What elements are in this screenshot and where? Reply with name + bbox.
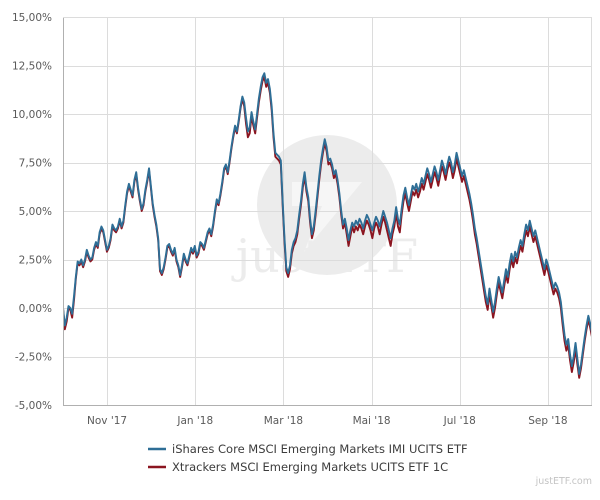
y-tick-label: 0,00%: [19, 303, 52, 315]
x-tick-label: Jan '18: [176, 415, 213, 427]
y-tick-label: 5,00%: [19, 206, 52, 218]
plot-frame: [63, 17, 592, 406]
chart-legend: iShares Core MSCI Emerging Markets IMI U…: [148, 442, 468, 474]
y-tick-label: -2,50%: [15, 352, 52, 364]
y-axis-tick-labels: 15,00% 12,50% 10,00% 7,50% 5,00% 2,50% 0,00% -2…: [12, 12, 52, 412]
justetf-credit: justETF.com: [535, 476, 592, 487]
x-tick-label: Nov '17: [87, 415, 127, 427]
x-tick-label: Jul '18: [443, 415, 476, 427]
y-tick-label: 15,00%: [12, 12, 52, 24]
y-tick-label: -5,00%: [15, 400, 52, 412]
y-tick-label: 2,50%: [19, 255, 52, 267]
series-line: [63, 72, 592, 375]
x-tick-label: Mar '18: [264, 415, 303, 427]
watermark-label: justETF: [231, 229, 418, 283]
x-tick-label: Sep '18: [528, 415, 567, 427]
series-layer: [63, 72, 592, 379]
y-tick-label: 10,00%: [12, 109, 52, 121]
x-tick-label: Mai '18: [353, 415, 391, 427]
watermark-swoosh-icon: [292, 182, 362, 252]
y-tick-label: 7,50%: [19, 158, 52, 170]
legend-label: Xtrackers MSCI Emerging Markets UCITS ET…: [172, 460, 448, 474]
legend-label: iShares Core MSCI Emerging Markets IMI U…: [172, 442, 468, 456]
x-axis-tick-labels: Nov '17 Jan '18 Mar '18 Mai '18 Jul '18 Sep '…: [87, 415, 568, 427]
justetf-watermark: justETF: [231, 135, 418, 283]
y-tick-label: 12,50%: [12, 61, 52, 73]
